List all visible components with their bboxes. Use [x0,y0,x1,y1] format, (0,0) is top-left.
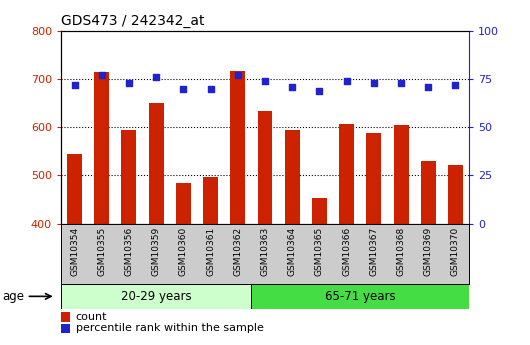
Point [288,84,296,90]
Text: percentile rank within the sample: percentile rank within the sample [76,324,263,333]
Point [315,88,324,93]
Point [424,84,432,90]
Text: GSM10355: GSM10355 [98,227,106,276]
Bar [121,130,136,224]
Text: GSM10356: GSM10356 [125,227,134,276]
Text: GSM10362: GSM10362 [233,227,242,276]
Point [451,82,460,88]
Bar [149,103,164,224]
Point [369,80,378,86]
Text: GSM10354: GSM10354 [70,227,79,276]
Text: GSM10366: GSM10366 [342,227,351,276]
Bar [176,183,191,224]
Point [70,82,79,88]
Point [261,78,269,84]
Text: GSM10363: GSM10363 [261,227,269,276]
Text: GSM10369: GSM10369 [424,227,432,276]
Text: GSM10364: GSM10364 [288,227,297,276]
Bar [448,165,463,224]
Bar [421,160,436,224]
Bar [251,284,469,309]
Text: GSM10359: GSM10359 [152,227,161,276]
Text: count: count [76,312,107,322]
Bar [312,198,327,224]
Text: GSM10360: GSM10360 [179,227,188,276]
Text: GSM10361: GSM10361 [206,227,215,276]
Point [152,75,161,80]
Bar [231,71,245,224]
Bar [61,284,251,309]
Text: GSM10370: GSM10370 [451,227,460,276]
Bar [285,130,299,224]
Text: GSM10367: GSM10367 [369,227,378,276]
Point [397,80,405,86]
Bar [258,111,272,224]
Point [206,86,215,91]
Point [179,86,188,91]
Point [342,78,351,84]
Point [234,72,242,78]
Text: GSM10365: GSM10365 [315,227,324,276]
Text: GSM10368: GSM10368 [396,227,405,276]
Bar [394,125,409,224]
Text: age: age [3,290,25,303]
Bar [203,177,218,224]
Bar [366,133,381,224]
Point [98,72,106,78]
Text: GDS473 / 242342_at: GDS473 / 242342_at [61,13,205,28]
Bar [94,72,109,224]
Bar [67,154,82,224]
Text: 65-71 years: 65-71 years [325,290,395,303]
Bar [339,124,354,224]
Text: 20-29 years: 20-29 years [121,290,191,303]
Point [125,80,133,86]
